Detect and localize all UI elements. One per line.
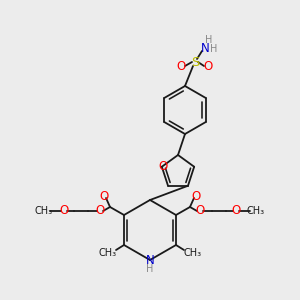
Text: O: O	[176, 59, 186, 73]
Text: O: O	[231, 205, 241, 218]
Text: H: H	[210, 44, 218, 54]
Text: O: O	[95, 205, 105, 218]
Text: H: H	[146, 264, 154, 274]
Text: CH₃: CH₃	[247, 206, 265, 216]
Text: O: O	[59, 205, 69, 218]
Text: O: O	[203, 59, 213, 73]
Text: O: O	[191, 190, 201, 202]
Text: CH₃: CH₃	[184, 248, 202, 258]
Text: CH₃: CH₃	[35, 206, 53, 216]
Text: N: N	[201, 43, 209, 56]
Text: N: N	[146, 254, 154, 266]
Text: H: H	[205, 35, 213, 45]
Text: O: O	[99, 190, 109, 202]
Text: CH₃: CH₃	[99, 248, 117, 258]
Text: O: O	[195, 205, 205, 218]
Text: O: O	[158, 160, 167, 173]
Text: S: S	[191, 56, 199, 68]
